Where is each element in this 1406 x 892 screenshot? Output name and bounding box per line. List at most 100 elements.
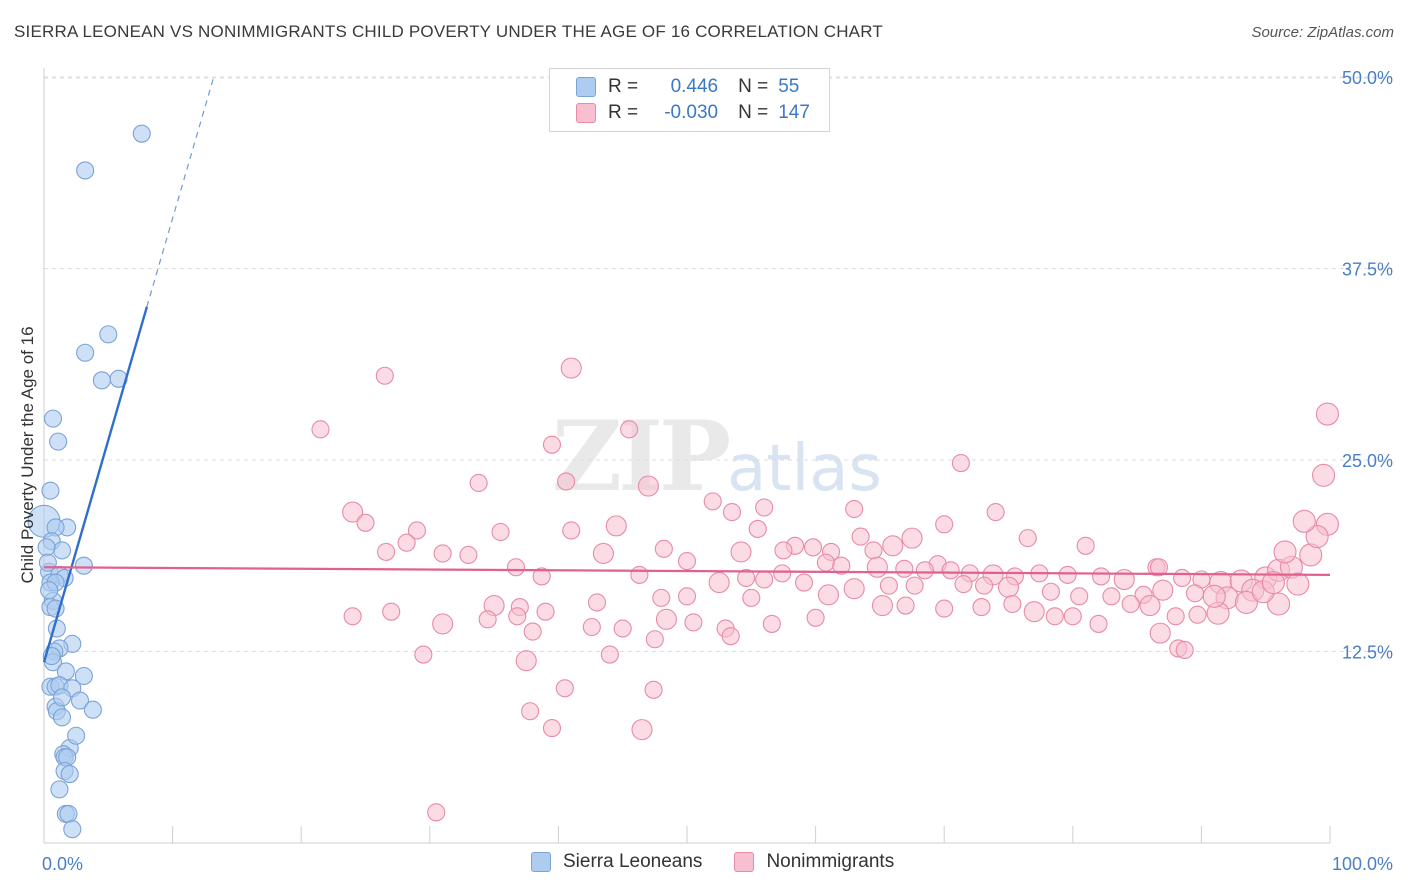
watermark-zip: ZIP <box>552 400 731 513</box>
nonimmigrants-point <box>1149 622 1171 644</box>
nonimmigrants-point <box>951 454 970 473</box>
nonimmigrants-point <box>1273 540 1297 564</box>
y-tick-label: 12.5% <box>1342 643 1393 663</box>
nonimmigrants-point <box>587 593 607 612</box>
nonimmigrants-point <box>851 527 870 546</box>
nonimmigrants-point <box>972 598 991 617</box>
sierra-leoneans-points <box>27 124 151 839</box>
nonimmigrants-point <box>1261 571 1285 595</box>
nonimmigrants-point <box>1152 579 1174 601</box>
nonimmigrants-point <box>542 719 562 738</box>
nonimmigrants-point <box>708 572 730 594</box>
nonimmigrants-point <box>845 499 864 519</box>
legend-series-name: Sierra Leoneans <box>563 851 703 872</box>
sierra-leoneans-trend-extension <box>146 76 215 307</box>
nonimmigrants-point <box>343 607 362 626</box>
nonimmigrants-point <box>1092 567 1111 586</box>
nonimmigrants-point <box>794 573 814 592</box>
sierra-leoneans-point <box>74 556 93 575</box>
nonimmigrants-point <box>1185 584 1205 603</box>
nonimmigrants-point <box>652 588 671 607</box>
nonimmigrants-point <box>954 575 973 594</box>
nonimmigrants-point <box>432 613 454 635</box>
legend-r-value: 0.446 <box>670 76 719 97</box>
legend-swatch-blue <box>531 852 551 872</box>
nonimmigrants-point <box>356 513 375 532</box>
nonimmigrants-point <box>882 535 904 557</box>
nonimmigrants-point <box>1102 587 1121 606</box>
series-legend: Sierra Leoneans Nonimmigrants <box>531 851 926 873</box>
nonimmigrants-point <box>816 553 835 572</box>
tick-labels: 12.5% 25.0% 37.5% 50.0% 0.0% 100.0% <box>42 68 1393 874</box>
nonimmigrants-point <box>1063 607 1082 626</box>
legend-row-sierra-leoneans: R = 0.446 N = 55 <box>576 75 799 99</box>
sierra-leoneans-point <box>52 688 72 707</box>
legend-item-sierra-leoneans: Sierra Leoneans <box>531 851 702 873</box>
nonimmigrants-point <box>677 587 697 606</box>
legend-swatch-pink <box>734 852 755 872</box>
nonimmigrants-point <box>730 541 752 563</box>
nonimmigrants-point <box>637 475 659 497</box>
nonimmigrants-point <box>491 522 510 542</box>
nonimmigrants-point <box>774 541 793 560</box>
nonimmigrants-point <box>1076 536 1095 555</box>
legend-n-value: 55 <box>778 76 800 97</box>
nonimmigrants-point <box>762 614 781 633</box>
legend-r-label: R = <box>608 76 639 97</box>
legend-series-name: Nonimmigrants <box>766 851 895 872</box>
nonimmigrants-point <box>1286 572 1310 596</box>
nonimmigrants-point <box>375 366 394 385</box>
nonimmigrants-point <box>427 803 446 822</box>
sierra-leoneans-point <box>67 726 86 745</box>
nonimmigrants-point <box>684 613 703 632</box>
nonimmigrants-point <box>1305 525 1329 549</box>
sierra-leoneans-point <box>60 765 79 784</box>
nonimmigrants-point <box>1166 607 1185 626</box>
sierra-leoneans-trend-line <box>42 306 149 663</box>
nonimmigrants-point <box>1312 463 1336 487</box>
nonimmigrants-point <box>521 702 540 721</box>
nonimmigrants-point <box>935 515 954 534</box>
nonimmigrants-point <box>1188 605 1207 624</box>
sierra-leoneans-point <box>74 666 93 686</box>
nonimmigrants-point <box>803 538 823 557</box>
nonimmigrants-point <box>342 501 364 523</box>
sierra-leoneans-point <box>59 804 78 823</box>
nonimmigrants-point <box>721 627 740 646</box>
watermark: ZIPatlas <box>552 400 882 513</box>
nonimmigrants-points <box>311 357 1339 822</box>
y-tick-label: 50.0% <box>1342 68 1393 88</box>
nonimmigrants-point <box>655 608 677 630</box>
x-tick-label: 100.0% <box>1332 854 1393 874</box>
sierra-leoneans-point <box>52 541 72 560</box>
nonimmigrants-point <box>896 596 915 615</box>
watermark-atlas: atlas <box>727 432 882 506</box>
nonimmigrants-point <box>1041 582 1060 601</box>
nonimmigrants-point <box>605 515 627 537</box>
y-tick-label: 37.5% <box>1342 260 1393 280</box>
nonimmigrants-point <box>986 503 1005 522</box>
nonimmigrants-point <box>941 561 960 580</box>
correlation-legend: R = 0.446 N = 55 R = -0.030 N = 147 <box>549 68 830 132</box>
nonimmigrants-point <box>1149 558 1169 577</box>
sierra-leoneans-point <box>70 691 90 710</box>
nonimmigrants-point <box>532 567 551 586</box>
nonimmigrants-point <box>748 519 767 538</box>
nonimmigrants-point <box>542 435 562 454</box>
sierra-leoneans-point <box>40 581 59 600</box>
nonimmigrants-point <box>407 521 426 540</box>
nonimmigrants-point <box>630 565 649 584</box>
nonimmigrants-point <box>895 559 914 578</box>
nonimmigrants-point <box>737 568 756 588</box>
nonimmigrants-point <box>1113 568 1135 591</box>
nonimmigrants-point <box>620 420 639 439</box>
nonimmigrants-point <box>755 570 774 589</box>
nonimmigrants-point <box>915 561 934 580</box>
nonimmigrants-point <box>677 552 697 571</box>
nonimmigrants-point <box>557 472 576 491</box>
chart-title: SIERRA LEONEAN VS NONIMMIGRANTS CHILD PO… <box>14 22 883 41</box>
nonimmigrants-point <box>1267 592 1291 616</box>
nonimmigrants-point <box>523 622 542 641</box>
nonimmigrants-point <box>975 576 994 595</box>
axes <box>43 68 1331 844</box>
